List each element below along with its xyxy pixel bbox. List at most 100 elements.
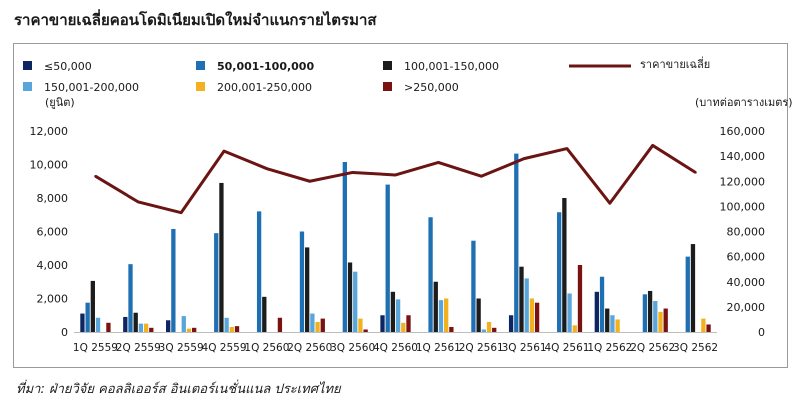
legend-swatch-3 [23, 82, 32, 91]
legend-swatch-2 [383, 61, 392, 70]
bar-gt250k-3 [234, 326, 240, 332]
bar-r50_100k-12 [599, 276, 605, 332]
bar-gt250k-11 [577, 265, 583, 332]
bar-gt250k-6 [363, 329, 368, 332]
legend-swatch-1 [196, 61, 205, 70]
bar-r100_150k-0 [90, 280, 95, 332]
bar-r150_200k-1 [138, 323, 144, 333]
bar-r100_150k-7 [390, 291, 396, 332]
avg-price-point-10 [522, 157, 526, 160]
y-tick-label: 0 [61, 326, 68, 339]
x-tick-label: 4Q 2561 [544, 342, 589, 354]
chart-frame [13, 43, 788, 368]
bar-r50_100k-11 [557, 212, 562, 332]
bar-r200_250k-1 [143, 323, 149, 333]
avg-price-point-13 [651, 144, 654, 147]
bar-r50_100k-7 [385, 184, 390, 332]
x-tick-label: 2Q 2559 [116, 342, 161, 354]
bar-gt250k-8 [449, 326, 454, 332]
avg-price-point-9 [480, 175, 483, 178]
y-tick-label: 4,000 [37, 259, 69, 272]
bar-r50_100k-4 [256, 211, 262, 332]
avg-price-point-6 [351, 171, 354, 174]
bar-gt250k-4 [277, 317, 283, 332]
legend: ≤50,000 50,001-100,000 100,001-150,000 150,… [23, 56, 710, 94]
bar-r100_150k-3 [219, 182, 224, 332]
bar-r100_150k-13 [647, 290, 653, 332]
bar-r50_100k-13 [642, 294, 648, 332]
y-tick-label: 12,000 [30, 125, 69, 138]
x-tick-label: 2Q 2561 [459, 342, 504, 354]
y-tick-label: 6,000 [37, 226, 69, 239]
bar-gt250k-14 [706, 324, 711, 332]
bar-r200_250k-7 [401, 322, 406, 332]
bar-r200_250k-9 [486, 321, 492, 332]
bar-r150_200k-10 [524, 278, 529, 332]
legend-label-3: 150,001-200,000 [44, 81, 139, 94]
bar-r100_150k-6 [347, 262, 353, 332]
bar-r200_250k-6 [358, 318, 363, 332]
x-tick-label: 4Q 2559 [202, 342, 247, 354]
bar-r200_250k-12 [615, 319, 620, 332]
x-tick-label: 3Q 2562 [673, 342, 718, 354]
x-tick-label: 2Q 2562 [630, 342, 675, 354]
bar-r200_250k-2 [186, 328, 192, 332]
legend-swatch-4 [196, 82, 205, 91]
x-tick-label: 1Q 2562 [587, 342, 632, 354]
legend-swatch-5 [383, 82, 392, 91]
legend-swatch-0 [23, 61, 32, 70]
avg-price-point-4 [265, 167, 269, 170]
legend-label-line: ราคาขายเฉลี่ย [640, 56, 710, 71]
bar-r100_150k-12 [605, 308, 610, 332]
legend-label-2: 100,001-150,000 [404, 60, 499, 73]
bar-gt250k-0 [106, 322, 111, 332]
y2-tick-label: 160,000 [720, 125, 766, 138]
bar-r150_200k-7 [395, 299, 401, 332]
bar-r200_250k-14 [701, 318, 706, 332]
bar-lt50k-7 [380, 315, 385, 332]
bar-r150_200k-2 [181, 316, 186, 332]
y2-tick-label: 100,000 [720, 200, 766, 213]
legend-label-4: 200,001-250,000 [217, 81, 312, 94]
bar-r200_250k-13 [658, 311, 663, 332]
y2-tick-label: 40,000 [727, 276, 766, 289]
y2-tick-label: 60,000 [727, 251, 766, 264]
y-axis-label: (ยูนิต) [45, 96, 75, 109]
chart-bars [80, 153, 711, 333]
bar-r50_100k-8 [428, 217, 433, 332]
avg-price-polyline [94, 143, 697, 215]
avg-price-point-2 [179, 211, 183, 214]
bar-gt250k-1 [149, 327, 154, 332]
y2-tick-label: 20,000 [727, 301, 766, 314]
x-tick-label: 3Q 2559 [159, 342, 204, 354]
x-tick-label: 4Q 2560 [373, 342, 418, 354]
y-tick-label: 2,000 [37, 293, 69, 306]
bar-r100_150k-9 [476, 298, 481, 332]
bar-r50_100k-5 [299, 231, 305, 332]
bar-r50_100k-3 [214, 233, 219, 332]
bar-r200_250k-11 [572, 325, 577, 332]
bar-lt50k-1 [123, 316, 128, 332]
avg-price-point-0 [94, 175, 97, 178]
bar-r100_150k-4 [262, 296, 267, 332]
source-note: ที่มา: ฝ่ายวิจัย คอลลิเออร์ส อินเตอร์เนช… [16, 382, 341, 397]
avg-price-point-7 [394, 173, 397, 177]
y2-tick-label: 120,000 [720, 175, 766, 188]
avg-price-point-5 [308, 180, 311, 183]
bar-gt250k-10 [534, 302, 540, 332]
page-title: ราคาขายเฉลี่ยคอนโดมิเนียมเปิดใหม่จำแนกรา… [14, 11, 377, 29]
bar-r150_200k-8 [438, 300, 444, 332]
bar-gt250k-9 [492, 327, 497, 332]
bar-r100_150k-1 [133, 312, 138, 332]
bar-lt50k-10 [508, 315, 514, 332]
x-tick-label: 2Q 2560 [287, 342, 332, 354]
x-tick-label: 1Q 2561 [416, 342, 461, 354]
bar-r100_150k-8 [433, 281, 438, 332]
x-tick-label: 1Q 2560 [244, 342, 289, 354]
bar-r100_150k-5 [305, 247, 310, 332]
bar-r100_150k-14 [690, 244, 696, 332]
x-tick-label: 3Q 2561 [502, 342, 547, 354]
bar-r50_100k-9 [471, 240, 476, 332]
x-tick-label: 1Q 2559 [73, 342, 118, 354]
